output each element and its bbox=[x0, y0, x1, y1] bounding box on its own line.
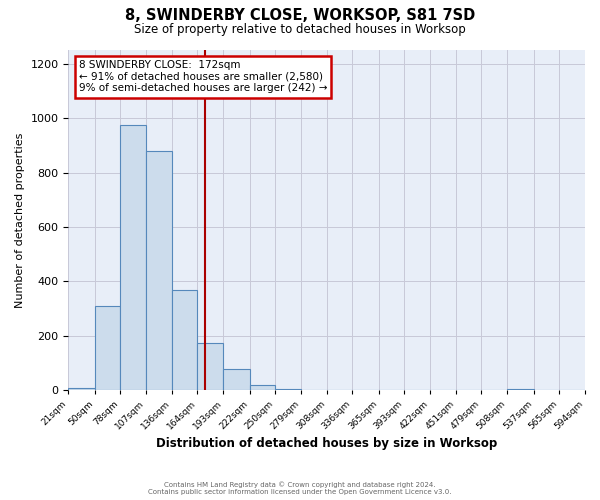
Y-axis label: Number of detached properties: Number of detached properties bbox=[15, 132, 25, 308]
Bar bbox=[146, 150, 172, 390]
Bar bbox=[197, 342, 223, 390]
Bar bbox=[95, 306, 120, 390]
Bar bbox=[250, 385, 275, 390]
Bar bbox=[120, 125, 146, 390]
Bar bbox=[223, 368, 250, 390]
Text: 8, SWINDERBY CLOSE, WORKSOP, S81 7SD: 8, SWINDERBY CLOSE, WORKSOP, S81 7SD bbox=[125, 8, 475, 22]
Text: Size of property relative to detached houses in Worksop: Size of property relative to detached ho… bbox=[134, 22, 466, 36]
Text: Contains HM Land Registry data © Crown copyright and database right 2024.
Contai: Contains HM Land Registry data © Crown c… bbox=[148, 482, 452, 495]
Text: 8 SWINDERBY CLOSE:  172sqm
← 91% of detached houses are smaller (2,580)
9% of se: 8 SWINDERBY CLOSE: 172sqm ← 91% of detac… bbox=[79, 60, 327, 94]
Bar bbox=[508, 389, 533, 390]
Bar bbox=[275, 389, 301, 390]
X-axis label: Distribution of detached houses by size in Worksop: Distribution of detached houses by size … bbox=[156, 437, 497, 450]
Bar bbox=[68, 388, 95, 390]
Bar bbox=[172, 290, 197, 390]
